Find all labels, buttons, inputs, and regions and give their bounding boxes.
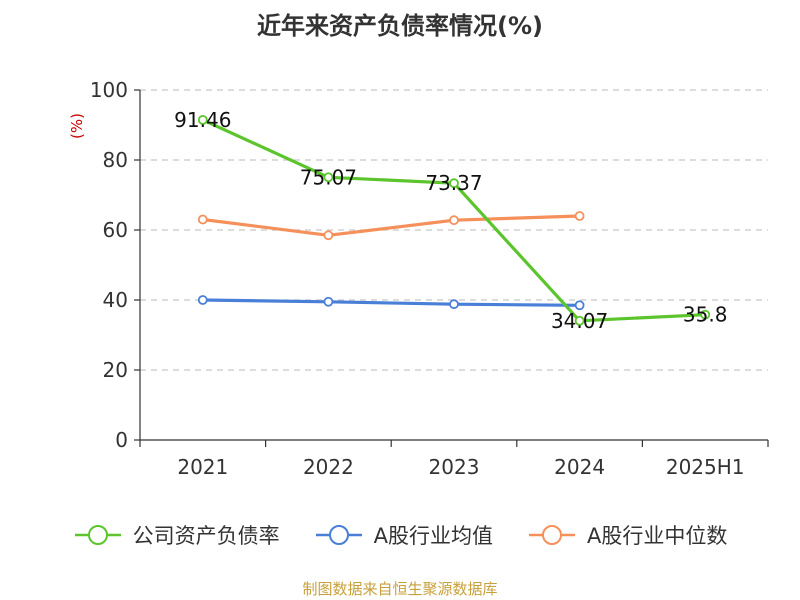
legend-swatch	[529, 525, 575, 545]
data-label: 75.07	[300, 165, 357, 189]
y-tick-label: 40	[103, 288, 128, 312]
series-line-2	[202, 214, 580, 237]
data-label: 73.37	[425, 171, 482, 195]
legend-item: 公司资产负债率	[73, 520, 280, 550]
y-axis-unit-label: (%)	[68, 113, 86, 139]
data-point	[323, 296, 334, 307]
data-point	[197, 295, 208, 305]
legend-item: A股行业均值	[314, 520, 493, 550]
legend-item: A股行业中位数	[527, 520, 727, 550]
y-tick-label: 60	[103, 218, 128, 242]
data-point	[197, 214, 208, 225]
data-label: 34.07	[551, 309, 608, 333]
y-tick-label: 0	[115, 428, 128, 452]
y-tick-label: 100	[90, 78, 128, 102]
y-tick-label: 80	[103, 148, 128, 172]
series-lines	[197, 114, 711, 326]
data-point	[574, 315, 585, 326]
y-tick-label: 20	[103, 358, 128, 382]
data-source-footer: 制图数据来自恒生聚源数据库	[302, 580, 498, 598]
data-point	[449, 215, 459, 226]
x-tick-label: 2025H1	[666, 455, 745, 479]
legend-label: A股行业中位数	[587, 524, 728, 548]
data-point	[197, 114, 208, 125]
data-labels: 91.46 75.07 73.37 34.07 35.8	[174, 108, 727, 333]
data-point	[449, 178, 459, 189]
data-label: 35.8	[683, 303, 728, 327]
x-tick-label: 2024	[554, 455, 605, 479]
legend: 公司资产负债率 A股行业均值 A股行业中位数	[0, 520, 800, 550]
gridlines	[140, 89, 768, 371]
data-point	[323, 230, 334, 241]
axes: 0 20 40 60 80 100 2021 2022 2023 2024 2025H1	[90, 78, 769, 479]
data-point	[574, 211, 585, 221]
legend-swatch	[74, 525, 121, 545]
series-line-1	[202, 298, 580, 307]
legend-label: A股行业均值	[373, 524, 493, 548]
data-point	[449, 299, 459, 310]
data-point	[574, 300, 585, 311]
x-tick-label: 2023	[429, 455, 480, 479]
data-label: 91.46	[174, 108, 231, 132]
x-tick-label: 2021	[177, 455, 228, 479]
data-point	[323, 172, 334, 183]
legend-swatch	[315, 525, 362, 545]
data-point	[700, 309, 711, 320]
chart-title: 近年来资产负债率情况(%)	[257, 12, 543, 40]
x-tick-label: 2022	[303, 455, 354, 479]
legend-label: 公司资产负债率	[132, 524, 280, 548]
